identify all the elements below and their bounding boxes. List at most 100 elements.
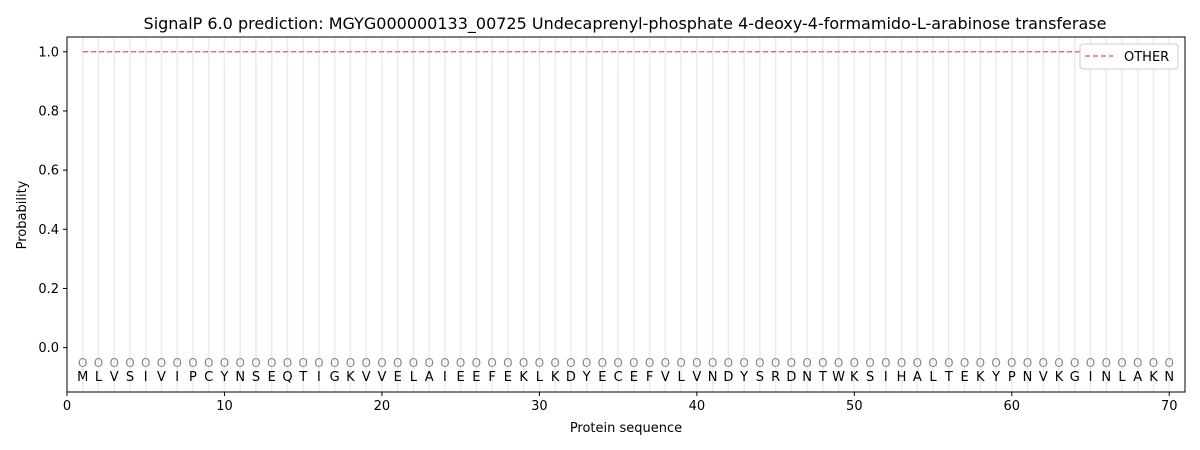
residue-label: V [661,370,670,385]
position-label: O [645,356,654,370]
residue-label: N [1023,370,1033,385]
position-label: O [944,356,953,370]
residue-label: L [929,370,937,385]
position-label: O [393,356,402,370]
residue-label: S [756,370,764,385]
residue-label: T [944,370,953,385]
residue-label: L [1118,370,1126,385]
residue-label: K [346,370,355,385]
residue-label: A [1133,370,1142,385]
residue-label: A [425,370,434,385]
position-label: O [1070,356,1079,370]
residue-label: Y [582,370,591,385]
residue-label: C [204,370,213,385]
position-label: O [913,356,922,370]
x-tick-label: 0 [63,399,71,414]
residue-label: L [677,370,685,385]
position-label: O [125,356,134,370]
position-label: O [755,356,764,370]
residue-label: V [157,370,166,385]
residue-label: L [95,370,103,385]
residue-label: L [410,370,418,385]
residue-label: D [723,370,733,385]
residue-label: R [771,370,780,385]
residue-label: Y [739,370,748,385]
position-label: O [519,356,528,370]
residue-label: S [252,370,260,385]
residue-label: I [317,370,321,385]
position-label: O [582,356,591,370]
position-label: O [976,356,985,370]
position-label: O [550,356,559,370]
position-label: O [771,356,780,370]
x-tick-label: 70 [1161,399,1178,414]
position-label: O [881,356,890,370]
position-label: O [676,356,685,370]
position-label: O [330,356,339,370]
position-label: O [802,356,811,370]
position-label: O [487,356,496,370]
position-label: O [928,356,937,370]
residue-label: A [913,370,922,385]
position-label: O [818,356,827,370]
residue-label: N [802,370,812,385]
position-label: O [251,356,260,370]
residue-label: N [1101,370,1111,385]
position-label: O [1023,356,1032,370]
x-tick-label: 30 [531,399,548,414]
y-tick-label: 0.2 [38,282,59,297]
x-tick-label: 20 [374,399,391,414]
residue-label: K [551,370,560,385]
residue-label: E [394,370,402,385]
residue-label: I [884,370,888,385]
residue-label: G [1070,370,1080,385]
position-label: O [346,356,355,370]
residue-label: E [960,370,968,385]
residue-label: D [566,370,576,385]
residue-label: K [1055,370,1064,385]
residue-label: H [897,370,907,385]
residue-label: V [110,370,119,385]
y-tick-label: 0.8 [38,104,59,119]
residue-label: V [362,370,371,385]
y-tick-label: 0.4 [38,223,59,238]
residue-label: N [235,370,245,385]
position-label: O [440,356,449,370]
position-label: O [661,356,670,370]
position-label: O [188,356,197,370]
x-tick-label: 50 [846,399,863,414]
x-tick-label: 60 [1004,399,1021,414]
residue-label: V [1039,370,1048,385]
residue-label: K [1149,370,1158,385]
residue-label: P [1008,370,1016,385]
residue-label: T [298,370,307,385]
position-label: O [409,356,418,370]
residue-label: T [818,370,827,385]
residue-label: E [598,370,606,385]
residue-label: Y [219,370,228,385]
position-label: O [110,356,119,370]
residue-label: F [646,370,653,385]
position-label: O [235,356,244,370]
y-tick-label: 1.0 [38,45,59,60]
position-label: O [361,356,370,370]
position-label: O [157,356,166,370]
position-label: O [613,356,622,370]
residue-label: N [1164,370,1174,385]
position-label: O [1102,356,1111,370]
position-label: O [1007,356,1016,370]
residue-label: W [832,370,845,385]
y-axis-label: Probability [15,180,30,249]
position-label: O [787,356,796,370]
residue-label: S [866,370,874,385]
x-axis-label: Protein sequence [570,421,682,436]
y-tick-label: 0.6 [38,164,59,179]
position-label: O [283,356,292,370]
position-label: O [204,356,213,370]
residue-label: K [976,370,985,385]
residue-label: S [126,370,134,385]
residue-label: L [536,370,544,385]
position-label: O [724,356,733,370]
residue-label: V [377,370,386,385]
residue-label: I [175,370,179,385]
